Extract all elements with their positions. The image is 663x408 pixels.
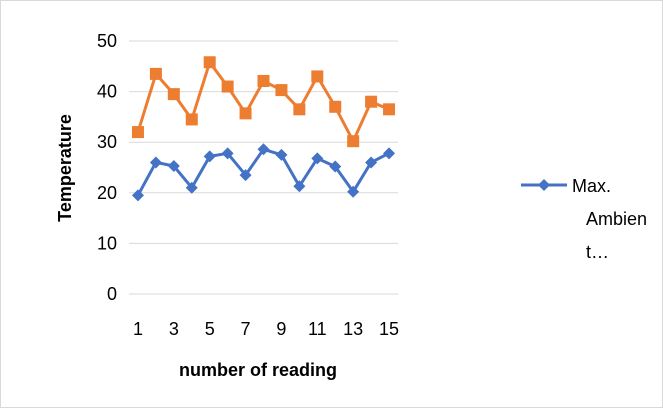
data-point: [131, 189, 144, 202]
y-tick-labels: 0 10 20 30 40 50: [97, 31, 117, 304]
data-point: [203, 150, 216, 163]
x-tick-label: 13: [343, 319, 363, 339]
y-tick-label: 50: [97, 31, 117, 51]
data-point: [167, 88, 180, 101]
x-tick-label: 7: [241, 319, 251, 339]
series-line-1: [136, 60, 390, 143]
legend-label-line1: Max.: [572, 176, 611, 196]
x-tick-labels: 1 3 5 7 9 11 13 15: [133, 319, 399, 339]
data-point: [239, 169, 252, 182]
data-point: [221, 147, 234, 160]
data-point: [347, 135, 360, 148]
legend-label-line2: Ambien: [586, 209, 647, 229]
data-point: [329, 160, 342, 173]
x-axis-title: number of reading: [179, 360, 337, 380]
y-tick-label: 30: [97, 132, 117, 152]
legend: Max. Ambien t…: [521, 176, 647, 262]
data-point: [329, 100, 342, 113]
data-point: [293, 103, 306, 116]
x-tick-label: 11: [308, 319, 327, 339]
x-tick-label: 1: [133, 319, 143, 339]
data-point: [275, 84, 288, 97]
y-tick-label: 10: [97, 233, 117, 253]
x-tick-label: 9: [276, 319, 286, 339]
y-tick-label: 0: [107, 284, 117, 304]
series-0: [131, 143, 396, 202]
data-point: [347, 185, 360, 198]
data-point: [149, 67, 162, 80]
data-point: [167, 159, 180, 172]
legend-label-line3: t…: [586, 242, 609, 262]
data-point: [185, 113, 198, 126]
data-point: [239, 107, 252, 120]
data-point: [131, 126, 144, 139]
data-point: [311, 152, 324, 165]
y-tick-label: 40: [97, 82, 117, 102]
y-axis-title: Temperature: [55, 114, 75, 222]
data-point: [149, 156, 162, 169]
x-tick-label: 15: [379, 319, 399, 339]
data-point: [383, 103, 396, 116]
data-point: [311, 70, 324, 83]
data-point: [257, 74, 270, 87]
legend-marker-diamond: [538, 179, 550, 191]
data-point: [185, 181, 198, 194]
data-point: [203, 56, 216, 69]
series-layer: [131, 56, 396, 202]
y-tick-label: 20: [97, 183, 117, 203]
series-1: [131, 56, 396, 148]
x-tick-label: 3: [169, 319, 179, 339]
data-point: [365, 156, 378, 169]
data-point: [257, 143, 270, 156]
data-point: [221, 80, 234, 93]
x-tick-label: 5: [205, 319, 215, 339]
data-point: [275, 148, 288, 161]
data-point: [383, 147, 396, 160]
data-point: [365, 95, 378, 108]
data-point: [293, 180, 306, 193]
